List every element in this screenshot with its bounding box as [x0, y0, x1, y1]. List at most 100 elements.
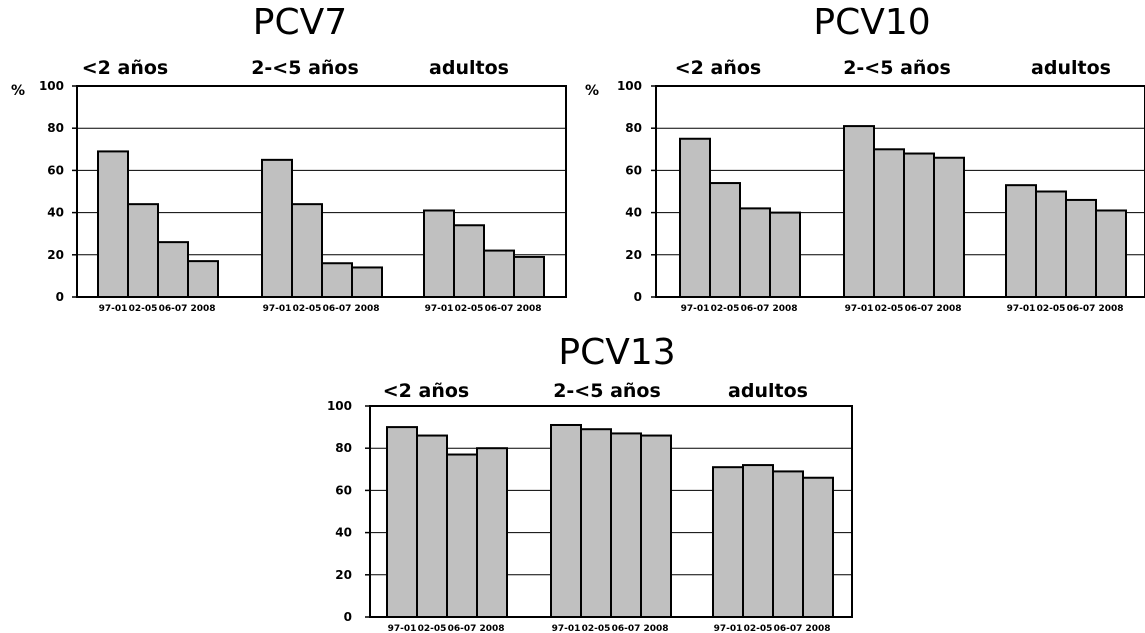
group-label: 2-<5 años — [251, 57, 359, 79]
bar — [709, 182, 741, 298]
bar — [550, 423, 582, 618]
y-tick-label: 20 — [47, 248, 64, 262]
x-tick-label: 2008 — [479, 624, 504, 633]
x-tick-label: 06-07 — [905, 304, 934, 314]
x-tick-label: 2008 — [190, 304, 215, 314]
chart-title-pcv7: PCV7 — [252, 2, 348, 43]
x-tick-label: 97-01 — [263, 304, 292, 314]
bar — [321, 262, 353, 298]
x-tick-label: 02-05 — [418, 624, 447, 633]
y-tick-label: 80 — [625, 121, 642, 135]
bar — [261, 158, 293, 298]
y-tick-label: 100 — [39, 79, 64, 93]
bar — [157, 241, 189, 298]
y-tick-label: 100 — [327, 399, 352, 413]
y-tick-label: 80 — [47, 121, 64, 135]
bar — [712, 466, 744, 618]
bar — [476, 447, 508, 619]
x-tick-label: 2008 — [516, 304, 541, 314]
chart-title-pcv10: PCV10 — [813, 2, 931, 43]
y-tick-label: 60 — [47, 163, 64, 177]
y-tick-label: 40 — [47, 206, 64, 220]
bar — [873, 148, 905, 298]
x-tick-label: 02-05 — [129, 304, 158, 314]
y-tick-label: 80 — [335, 441, 352, 455]
x-tick-label: 02-05 — [293, 304, 322, 314]
x-tick-label: 06-07 — [1067, 304, 1096, 314]
y-tick-label: 20 — [335, 568, 352, 582]
y-tick-label: 60 — [335, 483, 352, 497]
group-label: <2 años — [675, 57, 761, 79]
x-tick-label: 06-07 — [159, 304, 188, 314]
bar — [802, 476, 834, 618]
x-tick-label: 2008 — [772, 304, 797, 314]
y-axis-unit: % — [585, 83, 599, 99]
group-label: 2-<5 años — [843, 57, 951, 79]
x-tick-label: 97-01 — [552, 624, 581, 633]
bar — [742, 464, 774, 618]
y-tick-label: 0 — [56, 290, 64, 304]
y-tick-label: 0 — [344, 610, 352, 624]
y-tick-label: 40 — [335, 526, 352, 540]
x-tick-label: 97-01 — [388, 624, 417, 633]
bar — [739, 207, 771, 299]
group-label: adultos — [1031, 57, 1111, 79]
bar — [843, 125, 875, 298]
x-tick-label: 02-05 — [1037, 304, 1066, 314]
bar — [97, 150, 129, 298]
chart-title-pcv13: PCV13 — [558, 332, 676, 373]
bar — [580, 428, 612, 618]
x-tick-label: 02-05 — [455, 304, 484, 314]
bar — [1065, 198, 1097, 298]
y-tick-label: 20 — [625, 248, 642, 262]
x-tick-label: 97-01 — [425, 304, 454, 314]
x-tick-label: 02-05 — [582, 624, 611, 633]
bar — [772, 470, 804, 618]
group-label: <2 años — [383, 380, 469, 402]
bar — [453, 224, 485, 298]
x-tick-label: 97-01 — [99, 304, 128, 314]
group-label: 2-<5 años — [553, 380, 661, 402]
x-tick-label: 02-05 — [744, 624, 773, 633]
x-tick-label: 02-05 — [875, 304, 904, 314]
bar — [610, 432, 642, 618]
bar — [679, 137, 711, 298]
y-tick-label: 0 — [634, 290, 642, 304]
x-tick-label: 2008 — [643, 624, 668, 633]
bar — [351, 266, 383, 298]
y-tick-label: 60 — [625, 163, 642, 177]
bar — [1095, 209, 1127, 299]
group-label: <2 años — [82, 57, 168, 79]
bar — [1035, 190, 1067, 298]
x-tick-label: 97-01 — [714, 624, 743, 633]
group-label: adultos — [429, 57, 509, 79]
x-tick-label: 2008 — [805, 624, 830, 633]
bar — [933, 156, 965, 298]
bar — [483, 249, 515, 298]
bar — [127, 203, 159, 298]
x-tick-label: 97-01 — [1007, 304, 1036, 314]
x-tick-label: 06-07 — [448, 624, 477, 633]
x-tick-label: 2008 — [936, 304, 961, 314]
x-tick-label: 97-01 — [845, 304, 874, 314]
bar — [769, 211, 801, 299]
bar — [416, 434, 448, 619]
x-tick-label: 06-07 — [741, 304, 770, 314]
bar — [513, 255, 545, 299]
bar — [446, 453, 478, 618]
bar — [640, 434, 672, 619]
y-tick-label: 100 — [617, 79, 642, 93]
group-label: adultos — [728, 380, 808, 402]
bar — [423, 209, 455, 299]
x-tick-label: 06-07 — [485, 304, 514, 314]
y-axis-unit: % — [11, 83, 25, 99]
bar — [291, 203, 323, 298]
x-tick-label: 02-05 — [711, 304, 740, 314]
bar — [187, 260, 219, 299]
bar — [386, 426, 418, 618]
x-tick-label: 06-07 — [612, 624, 641, 633]
x-tick-label: 2008 — [1098, 304, 1123, 314]
y-tick-label: 40 — [625, 206, 642, 220]
x-tick-label: 2008 — [354, 304, 379, 314]
